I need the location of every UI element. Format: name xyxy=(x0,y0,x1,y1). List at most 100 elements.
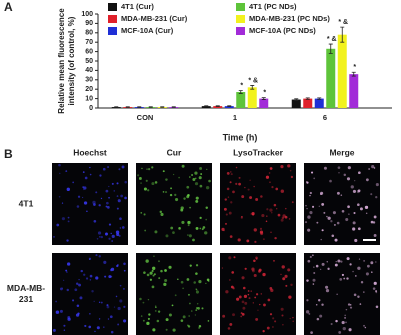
cell-dot xyxy=(149,278,153,281)
cell-dot xyxy=(207,320,210,322)
cell-dot xyxy=(116,264,119,268)
cell-dot xyxy=(280,218,284,222)
cell-dot xyxy=(107,318,110,320)
cell-dot xyxy=(168,313,172,317)
cell-dot xyxy=(341,273,345,277)
cell-dot xyxy=(55,310,60,314)
cell-dot xyxy=(172,173,175,176)
cell-dot xyxy=(259,230,264,234)
cell-dot xyxy=(253,228,257,232)
cell-dot xyxy=(309,211,313,215)
cell-dot xyxy=(226,172,230,175)
cell-dot xyxy=(152,328,156,332)
cell-dot xyxy=(353,211,356,215)
cell-dot xyxy=(181,220,185,225)
cell-dot xyxy=(180,280,184,284)
significance-mark: * xyxy=(240,82,243,89)
cell-dot xyxy=(346,257,350,261)
cell-dot xyxy=(53,235,55,238)
error-bar xyxy=(294,98,299,101)
column-header: Cur xyxy=(167,147,182,157)
cell-dot xyxy=(325,285,329,289)
cell-dot xyxy=(194,182,199,186)
cell-dot xyxy=(290,175,294,179)
cell-dot xyxy=(227,327,231,330)
cell-dot xyxy=(319,314,323,318)
cell-dot xyxy=(195,264,199,267)
cell-dot xyxy=(148,313,151,316)
cell-dot xyxy=(119,217,122,221)
cell-dot xyxy=(243,294,248,299)
cell-dot xyxy=(358,171,361,175)
cell-dot xyxy=(195,309,198,311)
cell-dot xyxy=(186,185,190,189)
cell-dot xyxy=(339,278,343,281)
cell-dot xyxy=(313,271,316,274)
cell-dot xyxy=(312,205,315,208)
cell-dot xyxy=(58,195,61,198)
cell-dot xyxy=(96,237,99,240)
legend-swatch xyxy=(108,15,117,23)
cell-dot xyxy=(246,239,250,243)
cell-dot xyxy=(335,319,338,323)
cell-dot xyxy=(67,220,70,223)
cell-dot xyxy=(115,295,118,298)
cell-dot xyxy=(248,297,251,300)
cell-dot xyxy=(63,324,66,327)
cell-dot xyxy=(251,212,255,216)
cell-dot xyxy=(177,278,179,281)
cell-dot xyxy=(236,297,240,301)
legend-label: 4T1 (PC NDs) xyxy=(249,2,297,11)
column-header: Merge xyxy=(329,147,354,157)
cell-dot xyxy=(360,281,364,284)
cell-dot xyxy=(281,314,284,317)
cell-dot xyxy=(306,299,309,302)
cell-dot xyxy=(318,205,321,208)
error-bar xyxy=(328,43,333,54)
cell-dot xyxy=(344,316,347,319)
cell-dot xyxy=(121,226,125,229)
cell-dot xyxy=(195,306,199,310)
cell-dot xyxy=(121,165,125,169)
cell-dot xyxy=(98,204,101,207)
error-bar xyxy=(125,106,130,108)
cell-dot xyxy=(154,181,158,184)
cell-dot xyxy=(280,273,282,275)
cell-dot xyxy=(262,330,265,333)
cell-dot xyxy=(86,210,88,212)
cell-dot xyxy=(120,194,124,198)
cell-dot xyxy=(111,182,114,185)
cell-dot xyxy=(58,163,61,167)
cell-dot xyxy=(189,176,191,178)
cell-dot xyxy=(357,203,360,207)
cell-dot xyxy=(263,303,266,307)
cell-dot xyxy=(373,281,377,285)
cell-dot xyxy=(199,184,203,188)
cell-dot xyxy=(117,306,121,311)
cell-dot xyxy=(116,182,119,185)
cell-dot xyxy=(165,328,168,331)
legend-swatch xyxy=(236,3,245,11)
cell-dot xyxy=(107,166,109,168)
cell-dot xyxy=(366,264,370,268)
cell-dot xyxy=(137,174,140,177)
cell-dot xyxy=(228,256,232,260)
cell-dot xyxy=(345,321,347,324)
cell-dot xyxy=(357,295,360,298)
cell-dot xyxy=(159,210,163,214)
cell-dot xyxy=(140,211,143,214)
cell-dot xyxy=(336,191,340,195)
cell-dot xyxy=(89,258,91,261)
cell-dot xyxy=(151,269,154,272)
cell-dot xyxy=(61,287,64,289)
cell-dot xyxy=(81,196,84,199)
cell-dot xyxy=(240,315,243,318)
cell-dot xyxy=(106,304,109,307)
cell-dot xyxy=(373,234,377,237)
cell-dot xyxy=(230,285,234,289)
cell-dot xyxy=(285,284,288,287)
cell-dot xyxy=(266,215,268,217)
cell-dot xyxy=(326,261,328,263)
legend-swatch xyxy=(108,27,117,35)
cell-dot xyxy=(198,176,202,180)
